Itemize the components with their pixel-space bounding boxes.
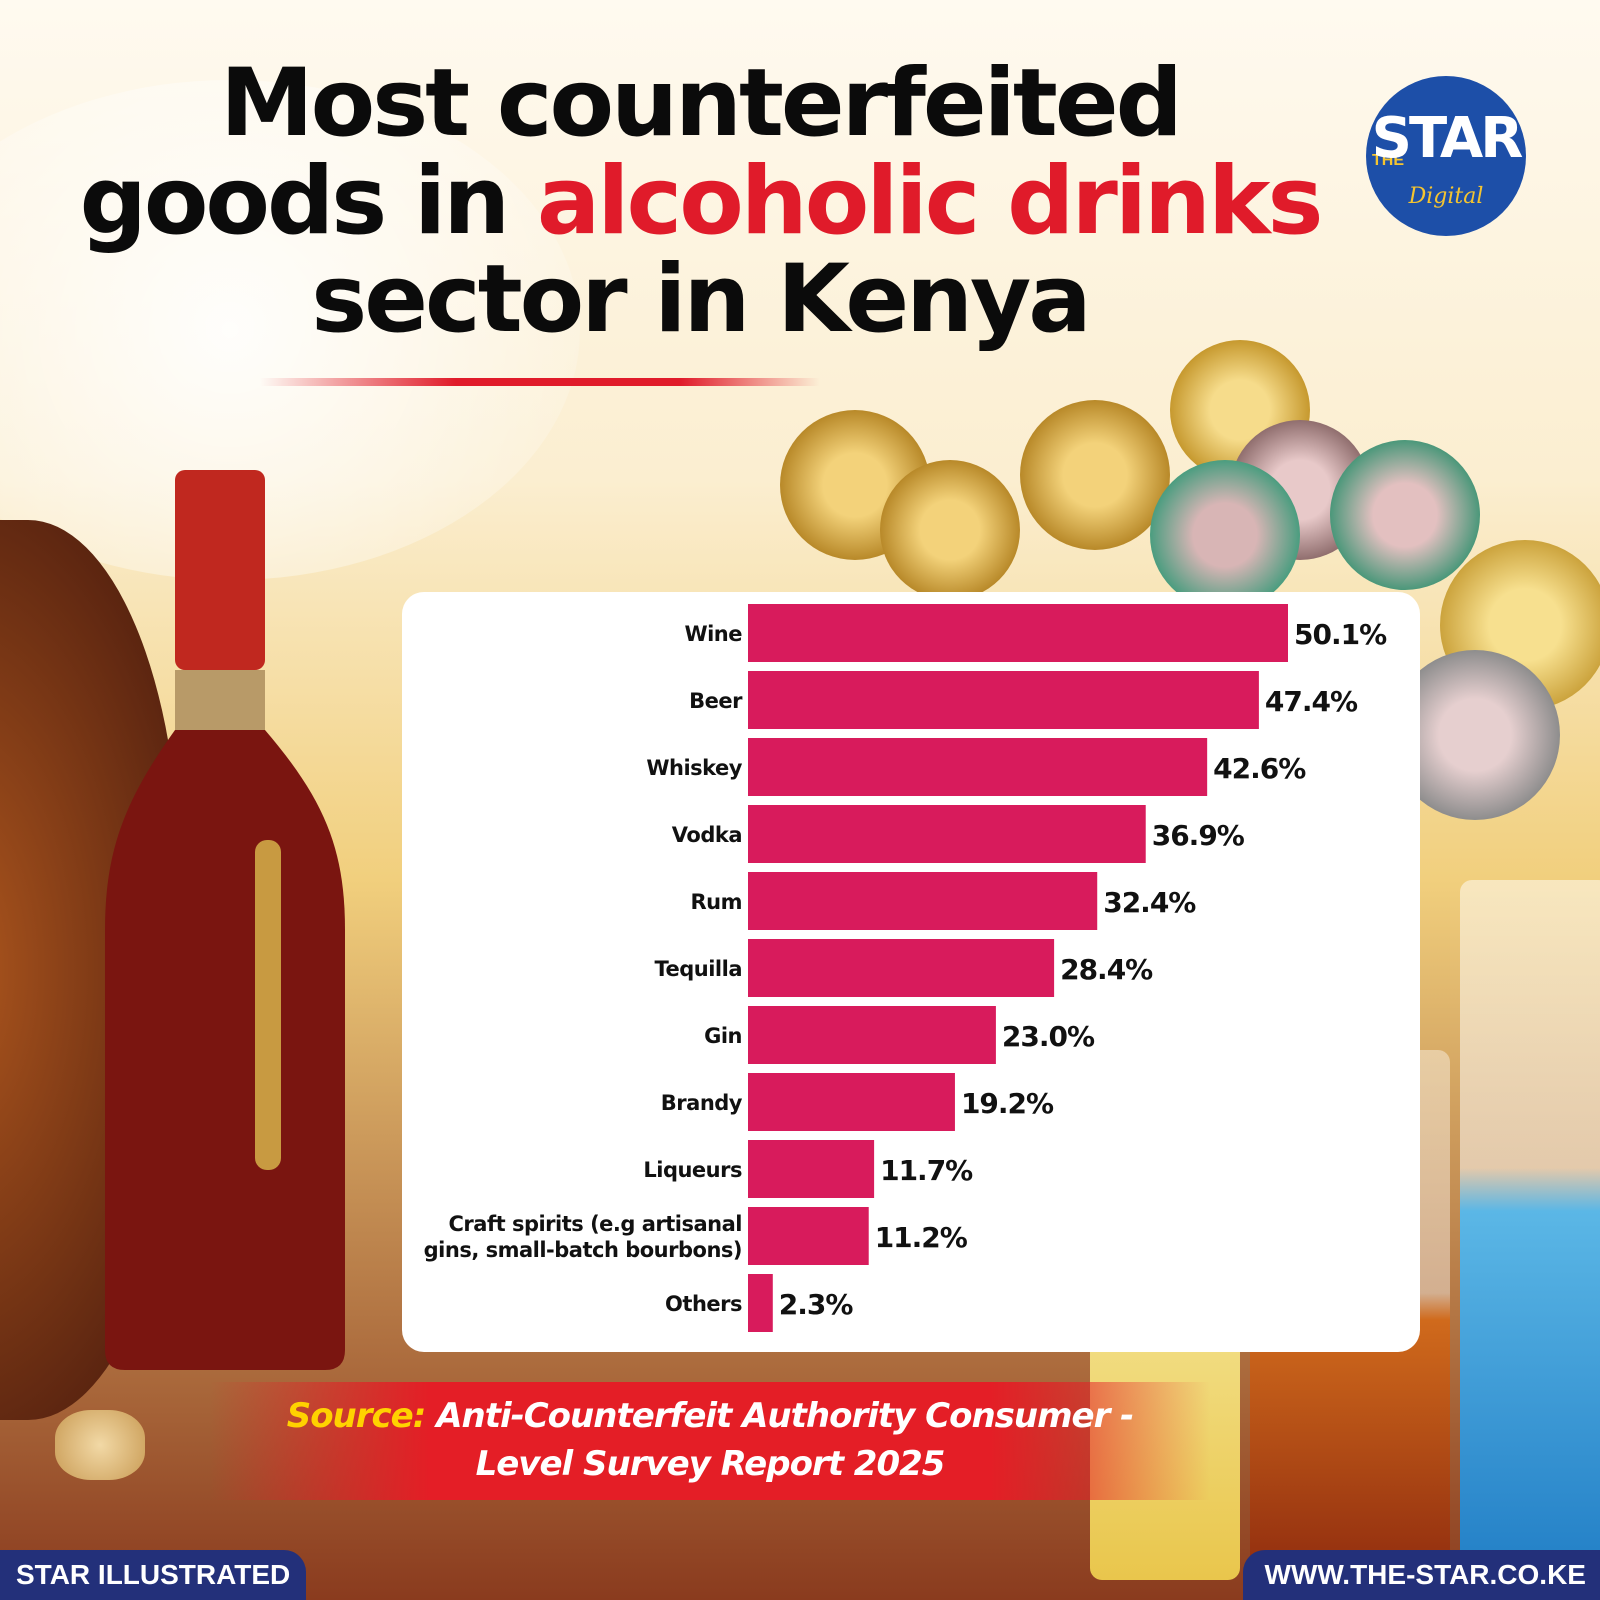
- category-label-3: Whiskey: [646, 756, 742, 780]
- the-star-digital-logo: THE STAR Digital: [1366, 76, 1526, 236]
- bar-2: [748, 671, 1259, 729]
- title-line-3: sector in Kenya: [311, 245, 1091, 354]
- bar-10: [748, 1207, 869, 1265]
- bar-3: [748, 738, 1208, 796]
- spirit-bottle-decoration: [1460, 880, 1600, 1600]
- source-note: Source: Anti-Counterfeit Authority Consu…: [240, 1392, 1180, 1488]
- can-decoration: [880, 460, 1020, 600]
- source-label: Source:: [286, 1396, 427, 1436]
- logo-star: STAR: [1371, 106, 1524, 171]
- logo-the: THE: [1372, 152, 1404, 169]
- value-label-5: 32.4%: [1103, 886, 1196, 919]
- footer-website-link[interactable]: WWW.THE-STAR.CO.KE: [1242, 1550, 1600, 1600]
- footer-credit: STAR ILLUSTRATED: [0, 1550, 307, 1600]
- category-label-8: Brandy: [661, 1091, 743, 1115]
- bar-8: [748, 1073, 955, 1131]
- title-line-1: Most counterfeited: [220, 49, 1183, 158]
- bar-4: [748, 805, 1146, 863]
- title-highlight: alcoholic drinks: [536, 147, 1324, 256]
- page-title: Most counterfeited goods in alcoholic dr…: [60, 55, 1340, 349]
- value-label-11: 2.3%: [779, 1288, 854, 1321]
- value-label-2: 47.4%: [1265, 685, 1358, 718]
- category-label-1: Wine: [684, 622, 742, 646]
- bar-7: [748, 1006, 996, 1064]
- title-line-2-prefix: goods in: [79, 147, 537, 256]
- chart-card: 50.1% Wine 47.4% Beer 42.6% Whiskey 36.9% Vodka…: [402, 592, 1420, 1352]
- value-label-6: 28.4%: [1060, 953, 1153, 986]
- cork-icon: [55, 1410, 145, 1480]
- category-label-4: Vodka: [672, 823, 742, 847]
- bar-1: [748, 604, 1288, 662]
- value-label-8: 19.2%: [961, 1087, 1054, 1120]
- title-line-2: goods in alcoholic drinks: [60, 153, 1340, 251]
- category-label-11: Others: [665, 1292, 742, 1316]
- value-label-1: 50.1%: [1294, 618, 1387, 651]
- bar-6: [748, 939, 1055, 997]
- category-label-7: Gin: [704, 1024, 742, 1048]
- value-label-9: 11.7%: [880, 1154, 973, 1187]
- can-decoration: [1020, 400, 1170, 550]
- value-label-4: 36.9%: [1152, 819, 1245, 852]
- bar-5: [748, 872, 1098, 930]
- source-text: Anti-Counterfeit Authority Consumer - Le…: [436, 1396, 1134, 1484]
- background-glow: [0, 80, 580, 580]
- value-label-7: 23.0%: [1002, 1020, 1095, 1053]
- category-label-5: Rum: [690, 890, 742, 914]
- category-label-9: Liqueurs: [643, 1158, 742, 1182]
- category-label-2: Beer: [689, 689, 743, 713]
- value-label-10: 11.2%: [875, 1221, 968, 1254]
- source-band: [210, 1382, 1210, 1500]
- logo-digital: Digital: [1408, 184, 1484, 209]
- can-decoration: [1150, 460, 1300, 610]
- wine-bottle-illustration: [105, 470, 345, 1370]
- title-underline: [260, 378, 820, 386]
- can-decoration: [1330, 440, 1480, 590]
- value-label-3: 42.6%: [1213, 752, 1306, 785]
- category-label-6: Tequilla: [654, 957, 742, 981]
- bar-11: [748, 1274, 773, 1332]
- bar-9: [748, 1140, 875, 1198]
- bar-chart: 50.1% Wine 47.4% Beer 42.6% Whiskey 36.9% Vodka…: [424, 604, 1388, 1332]
- category-label-10: Craft spirits (e.g artisanal gins, small-…: [424, 1212, 742, 1262]
